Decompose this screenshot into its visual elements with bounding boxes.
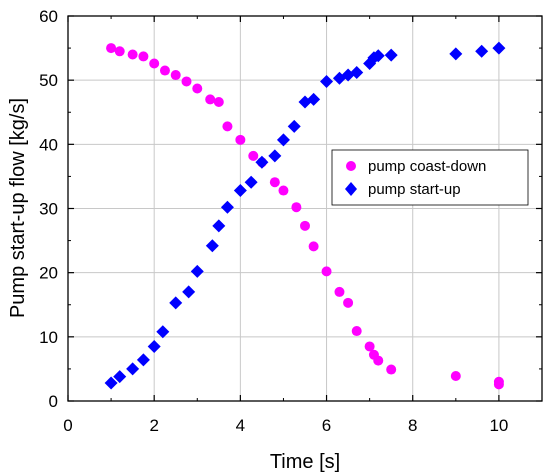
x-axis-title: Time [s] xyxy=(270,451,340,473)
data-point-start-up xyxy=(190,264,204,278)
data-point-start-up xyxy=(113,370,127,384)
data-point-start-up xyxy=(276,133,290,147)
data-point-start-up xyxy=(371,49,385,63)
data-point-coast-down xyxy=(308,241,319,252)
data-point-coast-down xyxy=(205,94,216,105)
data-point-coast-down xyxy=(235,134,246,145)
data-point-coast-down xyxy=(138,51,149,62)
tick-labels: 0 2 4 6 8 10 0 10 20 30 40 50 60 xyxy=(39,7,508,435)
data-point-coast-down xyxy=(373,355,384,366)
data-point-coast-down xyxy=(351,326,362,337)
y-tick-label: 30 xyxy=(39,200,58,219)
data-point-coast-down xyxy=(222,121,233,132)
data-point-start-up xyxy=(104,376,118,390)
legend: pump coast-down pump start-up xyxy=(331,149,529,206)
data-point-coast-down xyxy=(450,370,461,381)
legend-marker-coast-down xyxy=(346,161,356,171)
y-tick-label: 10 xyxy=(39,328,58,347)
data-point-coast-down xyxy=(192,83,203,94)
legend-box xyxy=(331,149,529,206)
data-point-start-up xyxy=(244,175,258,189)
data-point-coast-down xyxy=(114,46,125,57)
y-tick-label: 0 xyxy=(49,392,58,411)
data-point-start-up xyxy=(384,48,398,62)
data-point-start-up xyxy=(492,41,506,55)
y-tick-label: 20 xyxy=(39,264,58,283)
x-tick-label: 0 xyxy=(63,416,72,435)
x-tick-label: 6 xyxy=(322,416,331,435)
data-point-start-up xyxy=(169,296,183,310)
axis-ticks xyxy=(67,15,542,402)
data-layer xyxy=(104,41,506,390)
data-point-coast-down xyxy=(149,58,160,69)
y-tick-label: 60 xyxy=(39,7,58,26)
data-point-coast-down xyxy=(278,185,289,196)
data-point-coast-down xyxy=(364,341,375,352)
data-point-coast-down xyxy=(386,364,397,375)
data-point-start-up xyxy=(126,362,140,376)
data-point-coast-down xyxy=(269,177,280,188)
data-point-start-up xyxy=(233,184,247,198)
data-point-coast-down xyxy=(321,266,332,277)
data-point-start-up xyxy=(287,119,301,133)
x-tick-label: 2 xyxy=(149,416,158,435)
data-point-coast-down xyxy=(213,96,224,107)
data-point-start-up xyxy=(320,74,334,88)
data-point-start-up xyxy=(307,92,321,106)
data-point-coast-down xyxy=(343,297,354,308)
data-point-start-up xyxy=(255,155,269,169)
x-tick-label: 4 xyxy=(236,416,245,435)
data-point-coast-down xyxy=(248,150,259,161)
y-tick-label: 50 xyxy=(39,71,58,90)
data-point-start-up xyxy=(475,44,489,58)
series-start-up xyxy=(104,41,506,390)
data-point-start-up xyxy=(449,47,463,61)
data-point-start-up xyxy=(205,239,219,253)
x-tick-label: 10 xyxy=(489,416,508,435)
data-point-coast-down xyxy=(291,202,302,213)
data-point-start-up xyxy=(182,285,196,299)
data-point-start-up xyxy=(268,149,282,163)
legend-label-coast-down: pump coast-down xyxy=(368,158,486,175)
data-point-coast-down xyxy=(334,286,345,297)
data-point-coast-down xyxy=(159,65,170,76)
data-point-coast-down xyxy=(493,379,504,390)
data-point-start-up xyxy=(136,353,150,367)
data-point-start-up xyxy=(212,219,226,233)
data-point-start-up xyxy=(220,200,234,214)
data-point-start-up xyxy=(147,339,161,353)
data-point-coast-down xyxy=(300,220,310,231)
data-point-coast-down xyxy=(181,76,192,87)
x-tick-label: 8 xyxy=(408,416,417,435)
data-point-coast-down xyxy=(170,70,181,81)
data-point-start-up xyxy=(350,65,364,79)
y-axis-title: Pump start-up flow [kg/s] xyxy=(7,98,29,318)
data-point-coast-down xyxy=(106,43,117,54)
legend-label-start-up: pump start-up xyxy=(368,181,461,198)
data-point-start-up xyxy=(156,325,170,339)
data-point-coast-down xyxy=(127,49,138,60)
y-tick-label: 40 xyxy=(39,135,58,154)
legend-marker-start-up xyxy=(345,182,357,196)
